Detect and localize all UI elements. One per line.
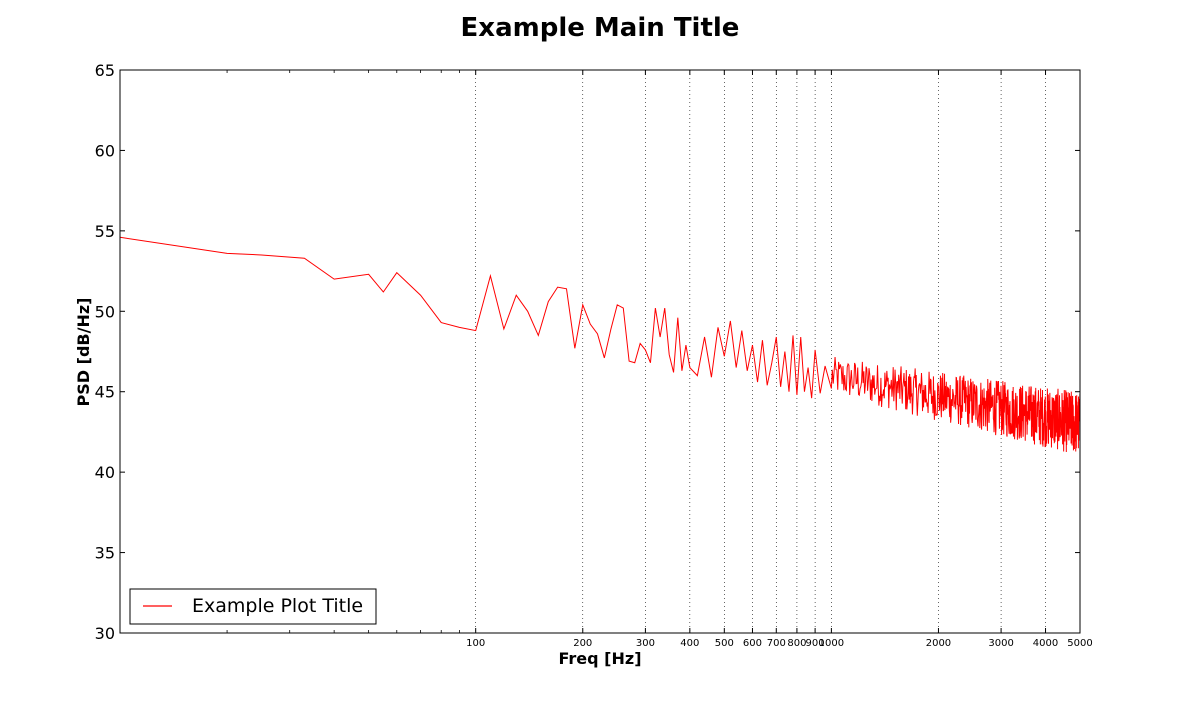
- x-tick-label: 500: [715, 638, 734, 649]
- series-layer: [119, 236, 1081, 452]
- x-tick-label: 600: [743, 638, 762, 649]
- x-tick-label: 900: [806, 638, 825, 649]
- legend: Example Plot Title: [129, 588, 377, 625]
- x-tick-label: 2000: [926, 638, 951, 649]
- x-tick-label: 100: [466, 638, 485, 649]
- y-tick-label: 40: [95, 463, 115, 482]
- y-tick-label: 65: [95, 61, 115, 80]
- x-tick-label: 800: [787, 638, 806, 649]
- x-axis-label: Freq [Hz]: [559, 649, 642, 668]
- x-tick-label: 5000: [1067, 638, 1092, 649]
- x-tick-label: 400: [680, 638, 699, 649]
- x-tick-label: 1000: [819, 638, 844, 649]
- x-gridlines: [475, 70, 1046, 633]
- y-tick-label: 45: [95, 383, 115, 402]
- y-tick-label: 50: [95, 302, 115, 321]
- x-tick-label: 200: [573, 638, 592, 649]
- y-axis-label: PSD [dB/Hz]: [74, 298, 93, 407]
- x-tick-label: 4000: [1033, 638, 1058, 649]
- x-tick-label: 700: [767, 638, 786, 649]
- x-tick-label: 3000: [988, 638, 1013, 649]
- chart-title: Example Main Title: [461, 13, 740, 43]
- y-tick-label: 55: [95, 222, 115, 241]
- plot-frame: [119, 69, 1081, 634]
- y-tick-label: 35: [95, 544, 115, 563]
- y-tick-label: 60: [95, 141, 115, 160]
- series-line-psd: [119, 236, 1081, 452]
- y-tick-label: 30: [95, 624, 115, 643]
- x-tick-label: 300: [636, 638, 655, 649]
- legend-label: Example Plot Title: [192, 595, 363, 617]
